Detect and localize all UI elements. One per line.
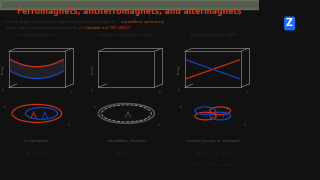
Text: $k_x$: $k_x$ bbox=[67, 122, 72, 129]
Text: Ferromagnets, antiferromagnets, and altermagnets: Ferromagnets, antiferromagnets, and alte… bbox=[17, 7, 242, 16]
Text: altermagnetism (AM): altermagnetism (AM) bbox=[190, 33, 236, 37]
Text: • Three types of magnetic states based on the type of: • Three types of magnetic states based o… bbox=[3, 21, 116, 24]
Text: rotation (proper or improper): rotation (proper or improper) bbox=[186, 139, 240, 143]
Text: ΔE (k) = 0: ΔE (k) = 0 bbox=[115, 152, 138, 156]
Text: $k_x$: $k_x$ bbox=[157, 122, 162, 129]
Text: ΔE (k) = E₀: ΔE (k) = E₀ bbox=[25, 152, 49, 156]
Text: Z: Z bbox=[286, 18, 293, 28]
Text: Energy: Energy bbox=[91, 65, 95, 74]
Text: $k_y$: $k_y$ bbox=[179, 103, 184, 110]
Text: ΔE (k) = E₀ f(k): ΔE (k) = E₀ f(k) bbox=[196, 152, 229, 156]
Text: $k_y$: $k_y$ bbox=[3, 103, 8, 110]
Text: $k_x$: $k_x$ bbox=[158, 88, 163, 96]
Text: that relates configurations with flipped spins.: that relates configurations with flipped… bbox=[7, 26, 100, 30]
Text: $k_x$: $k_x$ bbox=[245, 88, 249, 96]
Text: translation, inversion: translation, inversion bbox=[107, 139, 146, 143]
Text: Energy: Energy bbox=[177, 65, 181, 74]
Text: $k_y$: $k_y$ bbox=[93, 103, 98, 110]
Text: $k_x$: $k_x$ bbox=[243, 122, 248, 129]
Text: crystalline symmetry: crystalline symmetry bbox=[121, 21, 164, 24]
Text: $k_y$: $k_y$ bbox=[91, 86, 95, 93]
Text: f(−k) = f(k) ≠ const.: f(−k) = f(k) ≠ const. bbox=[192, 163, 234, 167]
Text: ferromagnetism (F): ferromagnetism (F) bbox=[16, 33, 58, 37]
Text: (Smejkal et al, PRX (2022)): (Smejkal et al, PRX (2022)) bbox=[86, 26, 131, 30]
Bar bbox=[0, 0, 259, 9]
Text: Energy: Energy bbox=[1, 65, 5, 74]
Text: $k_y$: $k_y$ bbox=[1, 86, 6, 93]
Text: $k_y$: $k_y$ bbox=[177, 86, 182, 93]
Text: antiferromagnetism (AF): antiferromagnetism (AF) bbox=[100, 33, 153, 37]
Text: $k_x$: $k_x$ bbox=[69, 88, 73, 96]
Text: no symmetry: no symmetry bbox=[24, 139, 49, 143]
